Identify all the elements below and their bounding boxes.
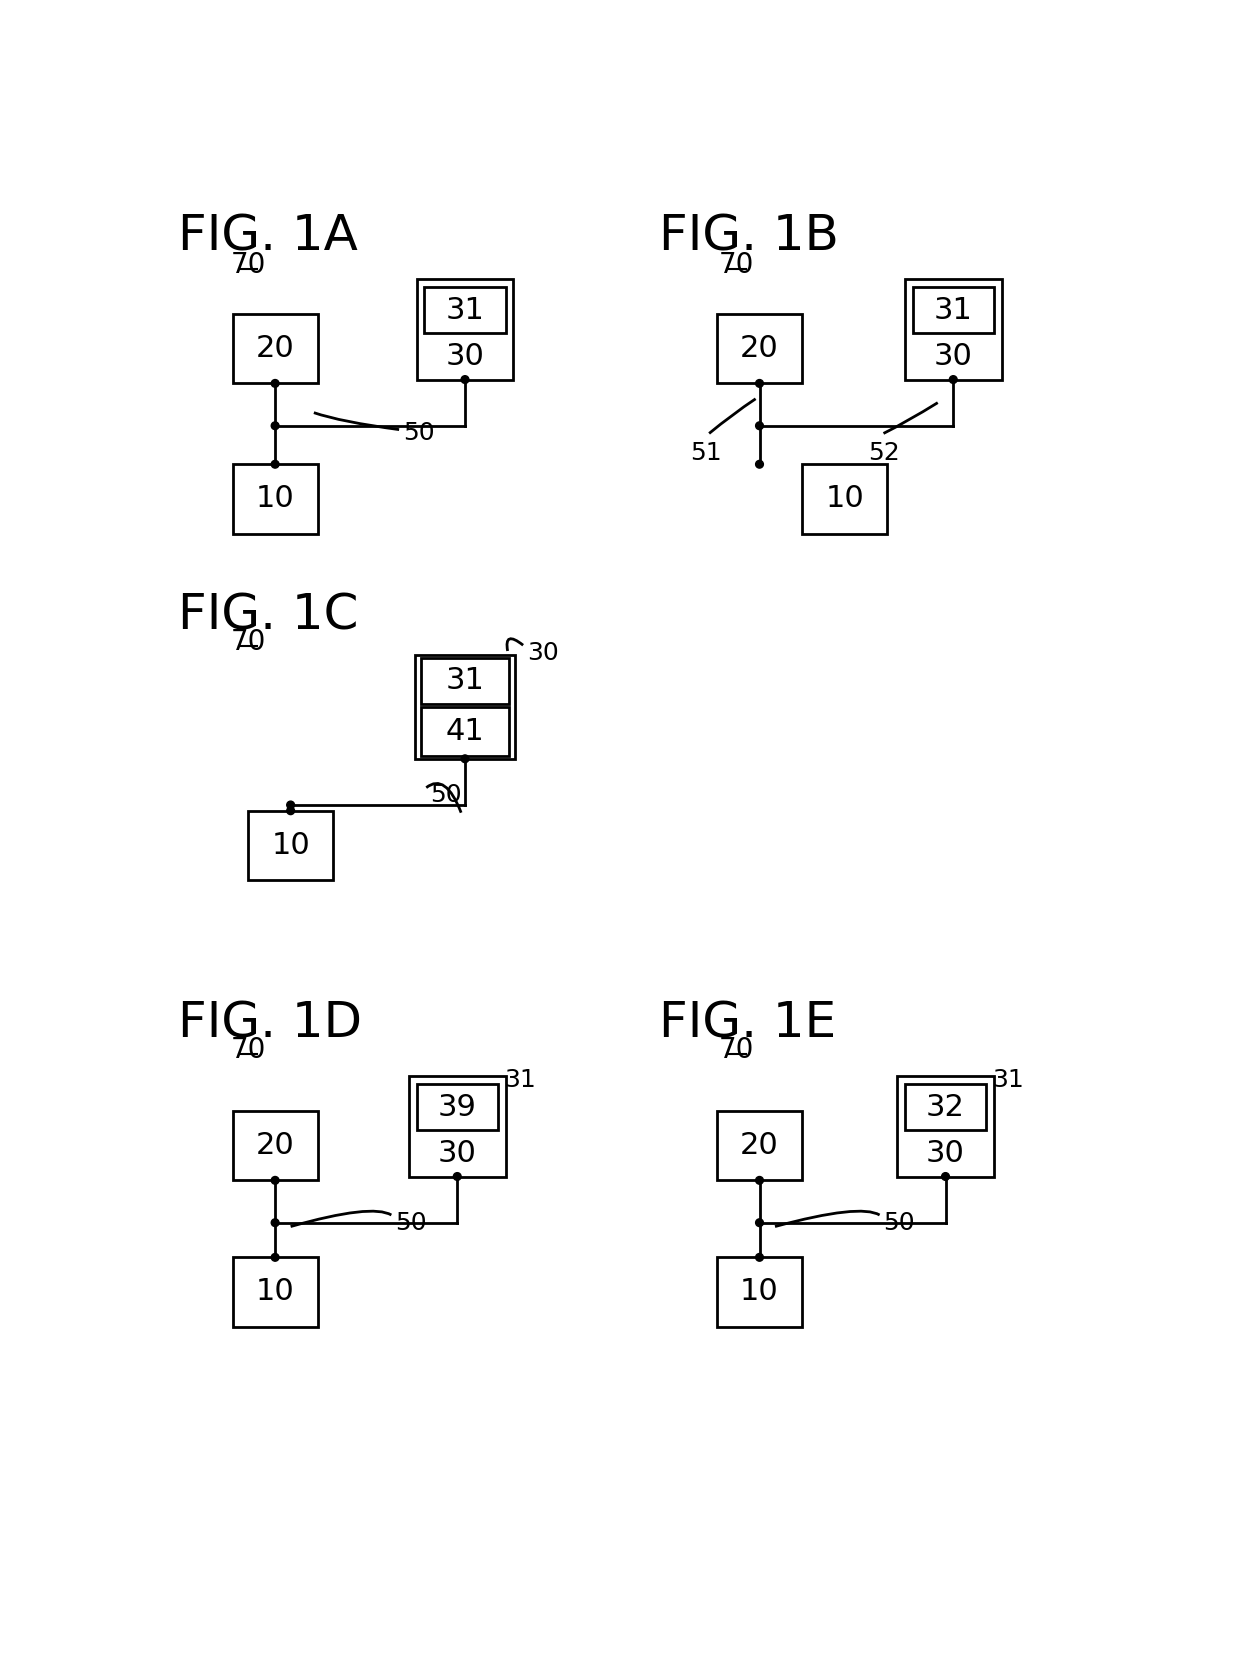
- Text: 70: 70: [231, 1036, 265, 1064]
- Text: 10: 10: [272, 831, 310, 861]
- Bar: [717, 1111, 802, 1180]
- Bar: [409, 1076, 506, 1177]
- Text: FIG. 1A: FIG. 1A: [179, 212, 358, 260]
- Text: 50: 50: [430, 783, 461, 808]
- Circle shape: [755, 1177, 764, 1185]
- Text: 70: 70: [231, 252, 265, 280]
- Bar: [897, 1076, 994, 1177]
- Bar: [414, 655, 516, 758]
- Text: 20: 20: [740, 1132, 779, 1160]
- Bar: [233, 1111, 317, 1180]
- Circle shape: [272, 460, 279, 468]
- Bar: [802, 465, 888, 533]
- Circle shape: [272, 1177, 279, 1185]
- Circle shape: [286, 801, 295, 809]
- Bar: [248, 811, 334, 880]
- Text: 10: 10: [255, 1278, 295, 1306]
- Bar: [417, 1084, 498, 1130]
- Bar: [717, 314, 802, 384]
- Circle shape: [461, 755, 469, 763]
- Text: 31: 31: [503, 1067, 536, 1092]
- Text: 50: 50: [403, 422, 435, 445]
- Text: 20: 20: [255, 334, 295, 362]
- Text: 30: 30: [438, 1139, 476, 1168]
- Circle shape: [286, 808, 295, 814]
- Circle shape: [755, 379, 764, 387]
- Circle shape: [454, 1173, 461, 1180]
- Text: FIG. 1E: FIG. 1E: [658, 1000, 836, 1048]
- Text: FIG. 1D: FIG. 1D: [179, 1000, 362, 1048]
- Bar: [417, 280, 513, 379]
- Text: 39: 39: [438, 1092, 476, 1122]
- Circle shape: [950, 376, 957, 384]
- Bar: [717, 1258, 802, 1327]
- Bar: [905, 280, 1002, 379]
- Text: 10: 10: [826, 485, 864, 513]
- Bar: [905, 1084, 986, 1130]
- Text: 30: 30: [527, 640, 559, 665]
- Text: 70: 70: [231, 629, 265, 657]
- Text: 32: 32: [926, 1092, 965, 1122]
- Circle shape: [461, 376, 469, 384]
- Text: 52: 52: [868, 440, 900, 465]
- Text: FIG. 1B: FIG. 1B: [658, 212, 838, 260]
- Text: 20: 20: [740, 334, 779, 362]
- Circle shape: [755, 1253, 764, 1261]
- Text: 31: 31: [934, 296, 972, 324]
- Circle shape: [272, 1253, 279, 1261]
- Bar: [233, 1258, 317, 1327]
- Text: 20: 20: [255, 1132, 295, 1160]
- Text: 10: 10: [255, 485, 295, 513]
- Circle shape: [755, 1218, 764, 1226]
- Text: 70: 70: [718, 252, 754, 280]
- Text: 30: 30: [445, 343, 485, 371]
- Text: 51: 51: [689, 440, 722, 465]
- Text: 30: 30: [934, 343, 972, 371]
- Text: FIG. 1C: FIG. 1C: [179, 591, 358, 639]
- Bar: [233, 465, 317, 533]
- Circle shape: [272, 1218, 279, 1226]
- Bar: [420, 707, 510, 756]
- Circle shape: [755, 460, 764, 468]
- Text: 70: 70: [718, 1036, 754, 1064]
- Text: 50: 50: [883, 1211, 915, 1235]
- Text: 10: 10: [740, 1278, 779, 1306]
- Circle shape: [941, 1173, 950, 1180]
- Text: 31: 31: [445, 296, 485, 324]
- Text: 50: 50: [396, 1211, 427, 1235]
- Text: 31: 31: [445, 667, 485, 695]
- Text: 41: 41: [445, 717, 485, 746]
- Circle shape: [755, 422, 764, 430]
- Circle shape: [272, 422, 279, 430]
- Text: 30: 30: [926, 1139, 965, 1168]
- Bar: [233, 314, 317, 384]
- Bar: [913, 288, 994, 333]
- Circle shape: [272, 379, 279, 387]
- Bar: [424, 288, 506, 333]
- Text: 31: 31: [992, 1067, 1024, 1092]
- Bar: [420, 659, 510, 703]
